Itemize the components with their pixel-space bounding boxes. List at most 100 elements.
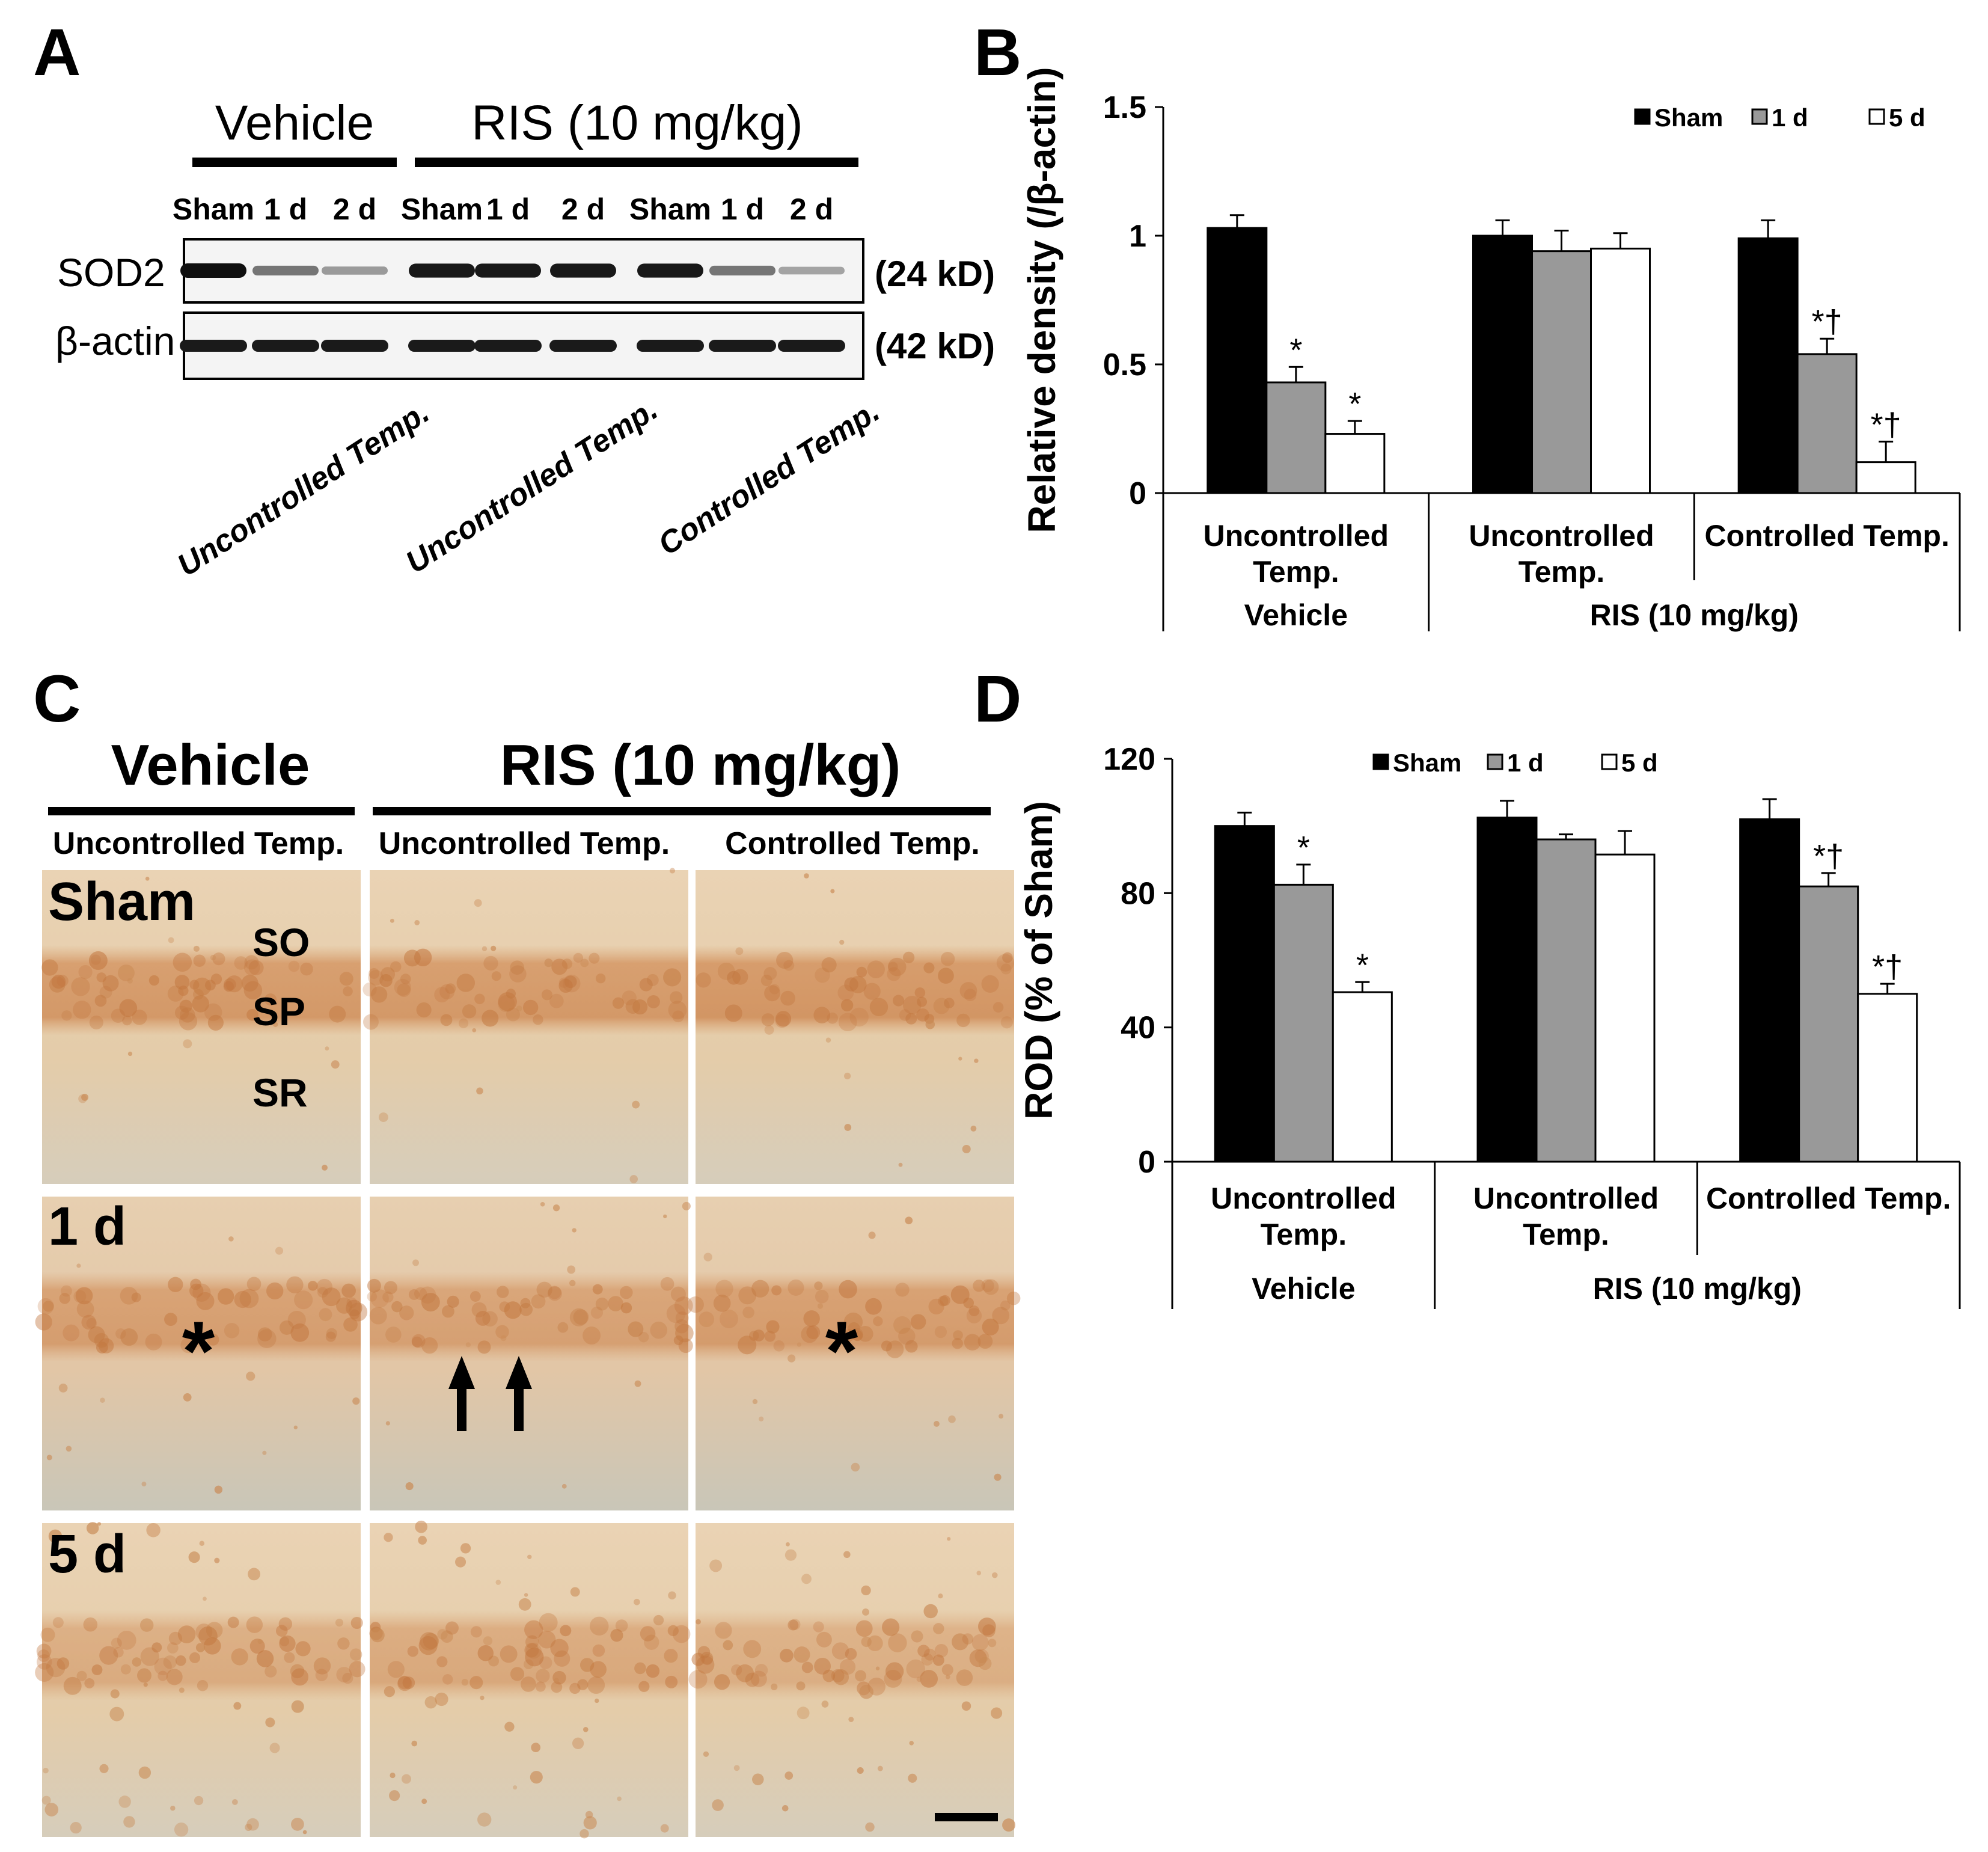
stained-neuron bbox=[462, 1004, 477, 1019]
stained-neuron bbox=[83, 1617, 98, 1632]
stained-neuron bbox=[766, 1320, 780, 1334]
stained-cell bbox=[839, 939, 845, 945]
stained-neuron bbox=[368, 970, 384, 986]
stained-cell bbox=[865, 1822, 875, 1832]
stained-cell bbox=[561, 1483, 567, 1489]
actin-band bbox=[408, 340, 476, 352]
stained-neuron bbox=[550, 1639, 569, 1658]
stained-neuron bbox=[978, 1617, 996, 1636]
stained-neuron bbox=[672, 1010, 684, 1023]
stained-cell bbox=[875, 1666, 880, 1670]
significance-mark: * bbox=[1348, 386, 1361, 422]
stained-neuron bbox=[691, 1652, 705, 1666]
stained-neuron bbox=[783, 960, 795, 971]
stained-neuron bbox=[63, 1324, 80, 1341]
stained-cell bbox=[76, 1670, 87, 1681]
stained-neuron bbox=[313, 1657, 331, 1675]
legend-label: 5 d bbox=[1621, 749, 1658, 777]
stained-neuron bbox=[391, 1301, 403, 1313]
stained-cell bbox=[194, 1795, 204, 1806]
stained-neuron bbox=[483, 955, 498, 971]
stained-neuron bbox=[674, 1319, 689, 1334]
stained-neuron bbox=[537, 1630, 556, 1649]
stained-neuron bbox=[833, 1669, 849, 1685]
stained-neuron bbox=[723, 1640, 733, 1651]
stained-cell bbox=[265, 1717, 275, 1728]
stained-cell bbox=[233, 1702, 242, 1710]
stained-neuron bbox=[577, 1679, 589, 1690]
stained-neuron bbox=[573, 952, 583, 963]
stained-neuron bbox=[336, 1667, 352, 1682]
stained-cell bbox=[859, 1684, 873, 1699]
stained-neuron bbox=[696, 972, 711, 988]
stained-neuron bbox=[863, 983, 881, 1000]
stained-neuron bbox=[84, 1678, 95, 1688]
stained-neuron bbox=[953, 1330, 963, 1340]
actin-band bbox=[321, 340, 388, 352]
stained-cell bbox=[905, 1216, 913, 1225]
stained-neuron bbox=[291, 1668, 309, 1686]
stained-neuron bbox=[923, 1648, 936, 1661]
stained-neuron bbox=[506, 989, 516, 999]
group-label: RIS (10 mg/kg) bbox=[1593, 1272, 1802, 1305]
stained-neuron bbox=[180, 1337, 197, 1354]
stained-neuron bbox=[132, 1010, 147, 1025]
stained-neuron bbox=[751, 1280, 769, 1298]
stained-neuron bbox=[638, 1332, 649, 1343]
stained-neuron bbox=[822, 1669, 836, 1682]
stained-neuron bbox=[719, 1309, 738, 1328]
stained-neuron bbox=[813, 1621, 824, 1633]
stained-neuron bbox=[36, 1654, 52, 1670]
stained-neuron bbox=[416, 1002, 432, 1018]
stained-neuron bbox=[241, 975, 258, 992]
stained-neuron bbox=[893, 995, 905, 1007]
stained-cell bbox=[817, 1303, 824, 1309]
stained-neuron bbox=[295, 1641, 311, 1657]
stained-neuron bbox=[646, 974, 659, 986]
lane-label: 2 d bbox=[790, 192, 833, 226]
stained-neuron bbox=[688, 1670, 708, 1689]
stained-neuron bbox=[867, 960, 885, 978]
sod2-band bbox=[550, 263, 616, 278]
stained-neuron bbox=[674, 1296, 693, 1316]
stained-neuron bbox=[397, 983, 411, 997]
stained-cell bbox=[877, 1765, 883, 1771]
y-tick-label: 1 bbox=[1129, 219, 1146, 254]
stained-cell bbox=[703, 1253, 712, 1262]
stained-neuron bbox=[246, 1616, 263, 1633]
stained-neuron bbox=[89, 1015, 103, 1029]
stained-neuron bbox=[620, 1302, 632, 1314]
stained-cell bbox=[668, 1591, 676, 1599]
stained-cell bbox=[788, 1354, 796, 1363]
stained-neuron bbox=[536, 1669, 550, 1683]
stained-cell bbox=[629, 1175, 638, 1183]
stained-neuron bbox=[672, 1625, 691, 1643]
stained-neuron bbox=[549, 993, 564, 1008]
significance-mark: * bbox=[1297, 830, 1310, 866]
stained-neuron bbox=[279, 1635, 296, 1652]
stained-neuron bbox=[551, 958, 568, 975]
y-tick-label: 80 bbox=[1121, 876, 1155, 911]
bar bbox=[1796, 353, 1858, 494]
micrograph-tile bbox=[35, 1522, 365, 1837]
stained-neuron bbox=[715, 1622, 732, 1639]
stained-neuron bbox=[700, 1652, 714, 1665]
stained-neuron bbox=[938, 967, 954, 984]
stained-cell bbox=[861, 1585, 871, 1596]
stained-neuron bbox=[40, 1627, 55, 1642]
stained-cell bbox=[653, 1614, 664, 1626]
stained-neuron bbox=[158, 1670, 168, 1681]
stained-neuron bbox=[521, 1676, 536, 1692]
stained-neuron bbox=[469, 1291, 481, 1302]
stained-cell bbox=[500, 1335, 507, 1341]
stained-cell bbox=[143, 1682, 148, 1687]
stained-neuron bbox=[120, 1664, 131, 1675]
stained-neuron bbox=[509, 965, 527, 983]
stained-cell bbox=[945, 1674, 950, 1679]
bar bbox=[1857, 993, 1918, 1163]
stained-neuron bbox=[769, 984, 780, 995]
stained-neuron bbox=[916, 1008, 929, 1022]
sod2-bands bbox=[180, 263, 845, 278]
